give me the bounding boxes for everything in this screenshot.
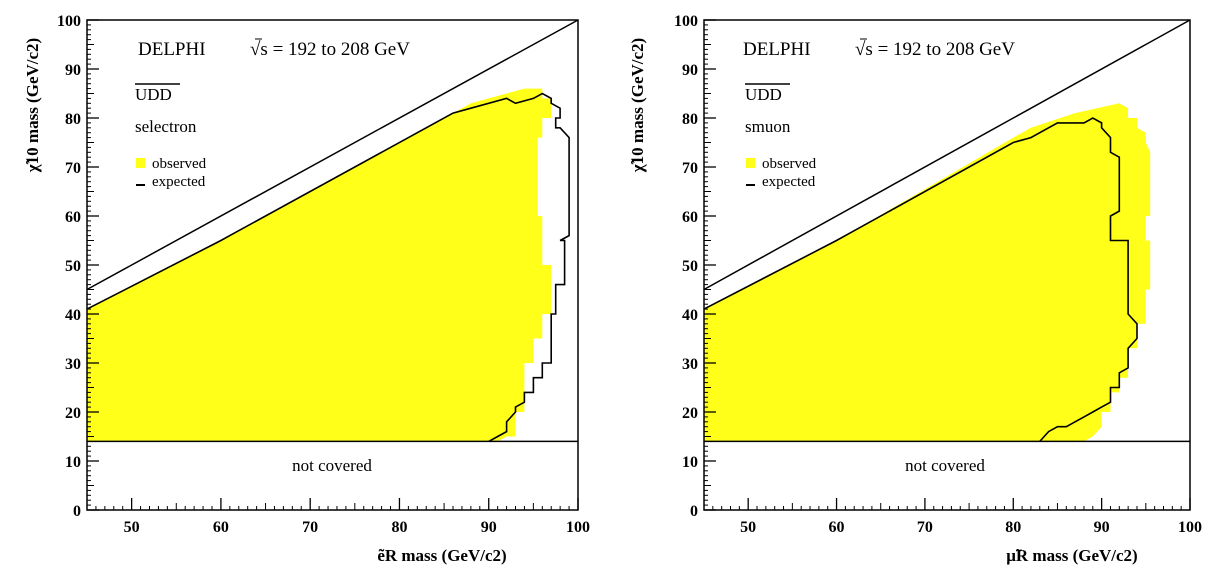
not-covered-label: not covered <box>292 456 372 475</box>
x-tick-label: 90 <box>1094 519 1110 536</box>
x-tick-label: 100 <box>566 519 590 536</box>
y-tick-label: 60 <box>65 209 81 226</box>
particle-label: selectron <box>135 117 197 136</box>
y-tick-label: 40 <box>682 307 698 324</box>
y-axis-title: χ̃10 mass (GeV/c2) <box>628 38 647 173</box>
kinematic-limit-line <box>703 19 1191 291</box>
y-tick-label: 70 <box>65 160 81 177</box>
observed-region <box>704 103 1151 442</box>
y-tick-label: 100 <box>57 13 81 30</box>
y-tick-label: 100 <box>674 13 698 30</box>
not-covered-label: not covered <box>905 456 985 475</box>
panel-selectron: 0 10 20 30 40 50 60 70 80 90 100 50 60 70 80 90 100 DELP… <box>23 13 590 565</box>
panel-smuon: 0 10 20 30 40 50 60 70 80 90 100 50 60 70 80 90 100 DELP… <box>605 0 1210 572</box>
y-tick-label: 30 <box>65 356 81 373</box>
x-tick-label: 70 <box>917 519 933 536</box>
energy-label: √s = 192 to 208 GeV <box>250 39 410 60</box>
observed-region <box>87 88 552 442</box>
legend-observed-label: observed <box>762 156 817 172</box>
energy-label: √s = 192 to 208 GeV <box>855 39 1015 60</box>
y-tick-label: 0 <box>73 503 81 520</box>
x-tick-label: 50 <box>124 519 140 536</box>
y-tick-label: 80 <box>65 111 81 128</box>
chart-selectron: 0 10 20 30 40 50 60 70 80 90 100 50 60 70 80 90 100 DELP… <box>23 13 590 565</box>
y-tick-label: 20 <box>682 405 698 422</box>
y-tick-label: 60 <box>682 209 698 226</box>
particle-label: smuon <box>745 117 791 136</box>
legend-observed-swatch <box>746 158 755 168</box>
y-axis-title: χ̃10 mass (GeV/c2) <box>23 38 42 173</box>
experiment-label: DELPHI <box>743 39 811 60</box>
x-tick-label: 80 <box>1005 519 1021 536</box>
kinematic-limit-line <box>86 19 579 291</box>
y-tick-label: 0 <box>690 503 698 520</box>
x-axis-title: ẽR mass (GeV/c2) <box>377 546 506 565</box>
plot-marks: 0 10 20 30 40 50 60 70 80 90 100 50 60 70 80 90 100 <box>674 13 1202 536</box>
x-tick-label: 70 <box>302 519 318 536</box>
expected-limit-curve <box>86 92 570 443</box>
x-axis-title: μ̃R mass (GeV/c2) <box>1006 546 1137 565</box>
y-tick-label: 10 <box>65 454 81 471</box>
legend-observed-label: observed <box>152 156 207 172</box>
chart-smuon: 0 10 20 30 40 50 60 70 80 90 100 50 60 70 80 90 100 DELP… <box>628 13 1202 565</box>
y-tick-label: 80 <box>682 111 698 128</box>
experiment-label: DELPHI <box>138 39 206 60</box>
legend-expected-label: expected <box>152 174 206 190</box>
y-tick-label: 10 <box>682 454 698 471</box>
x-tick-label: 60 <box>829 519 845 536</box>
y-tick-label: 30 <box>682 356 698 373</box>
y-tick-label: 20 <box>65 405 81 422</box>
x-tick-label: 50 <box>740 519 756 536</box>
plot-marks: 0 10 20 30 40 50 60 70 80 90 100 50 60 70 80 90 100 <box>57 13 590 536</box>
y-tick-label: 70 <box>682 160 698 177</box>
x-tick-label: 60 <box>213 519 229 536</box>
expected-limit-curve <box>703 117 1138 442</box>
x-tick-label: 100 <box>1178 519 1202 536</box>
y-tick-label: 50 <box>682 258 698 275</box>
coupling-label: UDD <box>135 85 172 104</box>
y-tick-label: 90 <box>682 62 698 79</box>
legend-expected-label: expected <box>762 174 816 190</box>
legend-observed-swatch <box>136 158 145 168</box>
y-tick-label: 40 <box>65 307 81 324</box>
y-tick-label: 50 <box>65 258 81 275</box>
coupling-label: UDD <box>745 85 782 104</box>
x-tick-label: 90 <box>481 519 497 536</box>
y-tick-label: 90 <box>65 62 81 79</box>
x-tick-label: 80 <box>391 519 407 536</box>
